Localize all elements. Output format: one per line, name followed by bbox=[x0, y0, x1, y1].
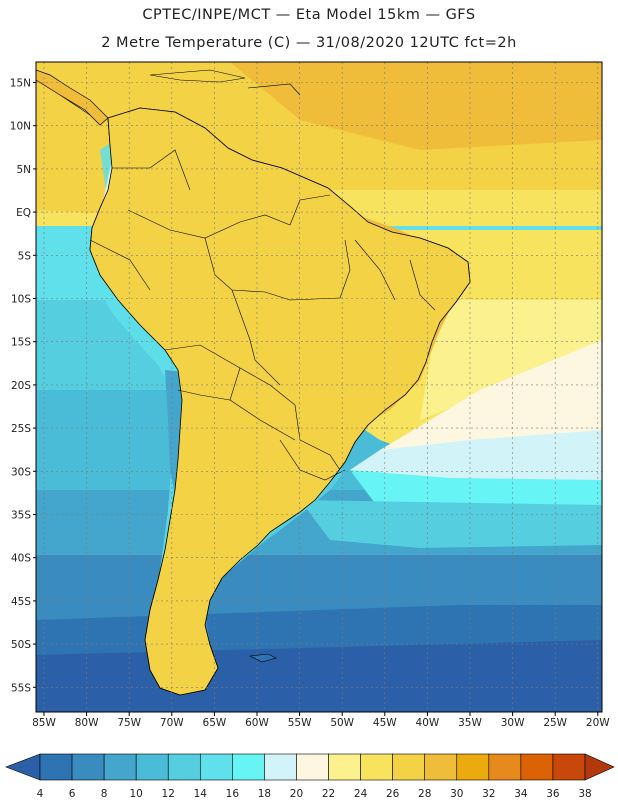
lat-label: 15S bbox=[11, 337, 31, 349]
map-frame bbox=[35, 61, 603, 713]
colorbar-label: 32 bbox=[482, 788, 495, 800]
colorbar-label: 16 bbox=[226, 788, 240, 800]
colorbar-label: 38 bbox=[578, 788, 591, 800]
graticule bbox=[36, 62, 602, 712]
temperature-field bbox=[36, 62, 602, 712]
lat-label: EQ bbox=[16, 207, 31, 219]
lat-label: 40S bbox=[11, 553, 31, 565]
lat-label: 50S bbox=[11, 639, 31, 651]
colorbar-swatch bbox=[232, 753, 265, 781]
colorbar-label: 8 bbox=[101, 788, 108, 800]
colorbar-label: 24 bbox=[354, 788, 368, 800]
colorbar-swatch bbox=[39, 753, 73, 781]
lat-label: 25S bbox=[11, 423, 31, 435]
lat-label: 5N bbox=[16, 164, 31, 176]
lat-label: 45S bbox=[11, 596, 31, 608]
colorbar-swatch bbox=[360, 753, 393, 781]
colorbar-label: 28 bbox=[418, 788, 431, 800]
lat-label: 10S bbox=[11, 294, 31, 306]
colorbar-swatch bbox=[424, 753, 458, 781]
lon-label: 55W bbox=[288, 717, 312, 729]
colorbar-label: 14 bbox=[194, 788, 208, 800]
lat-label: 20S bbox=[11, 380, 31, 392]
colorbar-swatch bbox=[488, 753, 522, 781]
lat-label: 10N bbox=[10, 121, 31, 133]
colorbar-label: 34 bbox=[514, 788, 528, 800]
lat-label: 30S bbox=[11, 466, 31, 478]
colorbar-swatch bbox=[328, 753, 361, 781]
lon-label: 60W bbox=[245, 717, 269, 729]
colorbar-label: 20 bbox=[290, 788, 303, 800]
colorbar-legend: 4 6 8 10 12 14 16 18 20 22 24 26 28 30 32 34 36 38 bbox=[5, 753, 615, 800]
colorbar-swatch bbox=[456, 753, 490, 781]
lon-label: 85W bbox=[32, 717, 56, 729]
colorbar-label: 26 bbox=[386, 788, 400, 800]
lon-label: 30W bbox=[501, 717, 525, 729]
lon-label: 45W bbox=[373, 717, 397, 729]
lat-label: 35S bbox=[11, 510, 31, 522]
colorbar-label: 22 bbox=[322, 788, 335, 800]
colorbar-swatch bbox=[264, 753, 297, 781]
lon-label: 25W bbox=[543, 717, 567, 729]
colorbar-swatch bbox=[520, 753, 554, 781]
lon-label: 50W bbox=[330, 717, 354, 729]
colorbar-swatch bbox=[167, 753, 201, 781]
lat-label: 15N bbox=[10, 78, 31, 90]
colorbar-label: 36 bbox=[546, 788, 560, 800]
colorbar-label: 30 bbox=[450, 788, 463, 800]
chart-title-line-1: CPTEC/INPE/MCT — Eta Model 15km — GFS bbox=[142, 7, 476, 23]
lon-label: 20W bbox=[586, 717, 610, 729]
colorbar-swatch bbox=[199, 753, 233, 781]
country-borders bbox=[59, 94, 436, 481]
lon-label: 80W bbox=[75, 717, 99, 729]
colorbar-label: 10 bbox=[129, 788, 142, 800]
colorbar-swatch bbox=[392, 753, 426, 781]
colorbar-label: 6 bbox=[69, 788, 76, 800]
lon-label: 40W bbox=[416, 717, 440, 729]
colorbar-arrow-high bbox=[584, 753, 615, 781]
colorbar-label: 18 bbox=[258, 788, 271, 800]
lon-label: 35W bbox=[458, 717, 482, 729]
lat-label: 5S bbox=[18, 250, 32, 262]
colorbar-swatch bbox=[103, 753, 137, 781]
colorbar-label: 12 bbox=[162, 788, 175, 800]
lon-label: 65W bbox=[203, 717, 227, 729]
lat-label: 55S bbox=[11, 682, 31, 694]
chart-title-line-2: 2 Metre Temperature (C) — 31/08/2020 12U… bbox=[101, 35, 517, 51]
longitude-axis: 85W 80W 75W 70W 65W 60W 55W 50W 45W 40W 35W 30W 25W 2… bbox=[32, 712, 610, 729]
colorbar-swatch bbox=[552, 753, 586, 781]
colorbar-swatch bbox=[135, 753, 169, 781]
lon-label: 70W bbox=[160, 717, 184, 729]
colorbar-swatch bbox=[71, 753, 105, 781]
colorbar-label: 4 bbox=[37, 788, 44, 800]
colorbar-swatch bbox=[296, 753, 329, 781]
lon-label: 75W bbox=[117, 717, 141, 729]
latitude-axis: 15N 10N 5N EQ 5S 10S 15S 20S 25S 30S 35S 40S 45S 50S 5… bbox=[10, 78, 36, 694]
colorbar-arrow-low bbox=[5, 753, 41, 781]
